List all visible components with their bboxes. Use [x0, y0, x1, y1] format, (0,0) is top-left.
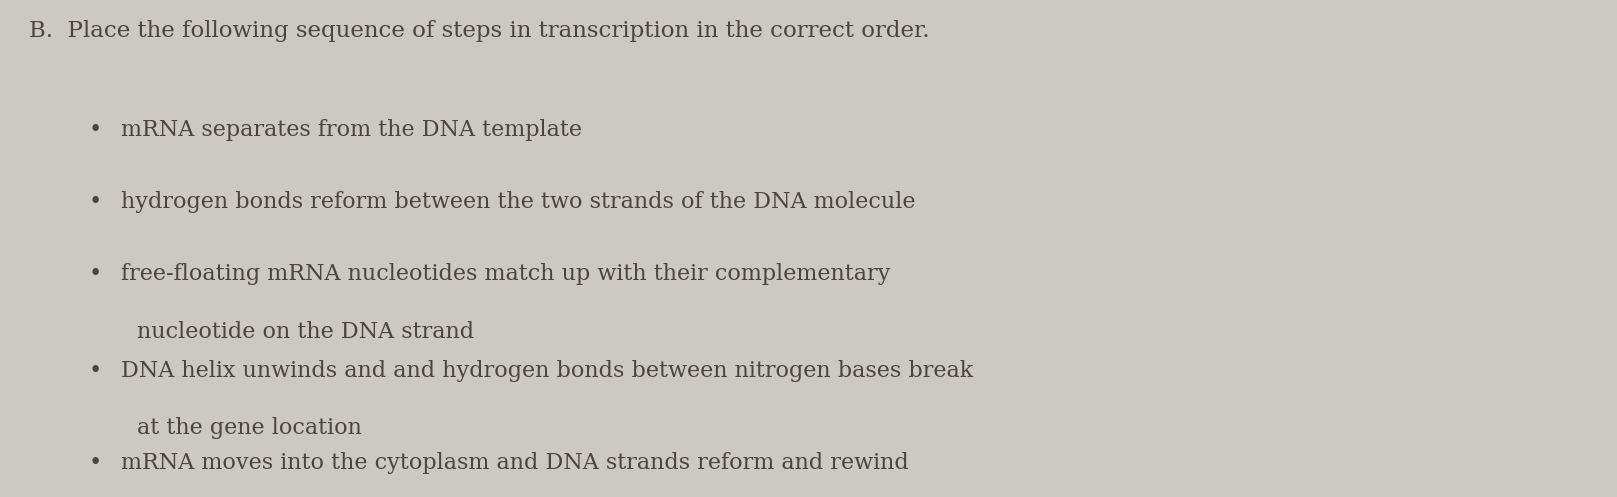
Text: DNA helix unwinds and and hydrogen bonds between nitrogen bases break: DNA helix unwinds and and hydrogen bonds… — [121, 360, 973, 382]
Text: •: • — [89, 263, 102, 285]
Text: •: • — [89, 191, 102, 213]
Text: hydrogen bonds reform between the two strands of the DNA molecule: hydrogen bonds reform between the two st… — [121, 191, 915, 213]
Text: at the gene location: at the gene location — [137, 417, 362, 439]
Text: B.  Place the following sequence of steps in transcription in the correct order.: B. Place the following sequence of steps… — [29, 20, 930, 42]
Text: •: • — [89, 119, 102, 141]
Text: nucleotide on the DNA strand: nucleotide on the DNA strand — [137, 321, 474, 342]
Text: free-floating mRNA nucleotides match up with their complementary: free-floating mRNA nucleotides match up … — [121, 263, 891, 285]
Text: mRNA moves into the cytoplasm and DNA strands reform and rewind: mRNA moves into the cytoplasm and DNA st… — [121, 452, 909, 474]
Text: •: • — [89, 360, 102, 382]
Text: mRNA separates from the DNA template: mRNA separates from the DNA template — [121, 119, 582, 141]
Text: •: • — [89, 452, 102, 474]
